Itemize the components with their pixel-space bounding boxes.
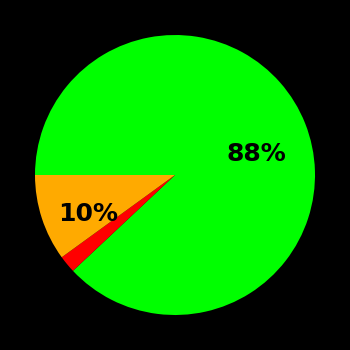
Wedge shape: [35, 175, 175, 257]
Wedge shape: [62, 175, 175, 271]
Wedge shape: [35, 35, 315, 315]
Text: 88%: 88%: [226, 142, 286, 166]
Text: 10%: 10%: [58, 202, 118, 226]
